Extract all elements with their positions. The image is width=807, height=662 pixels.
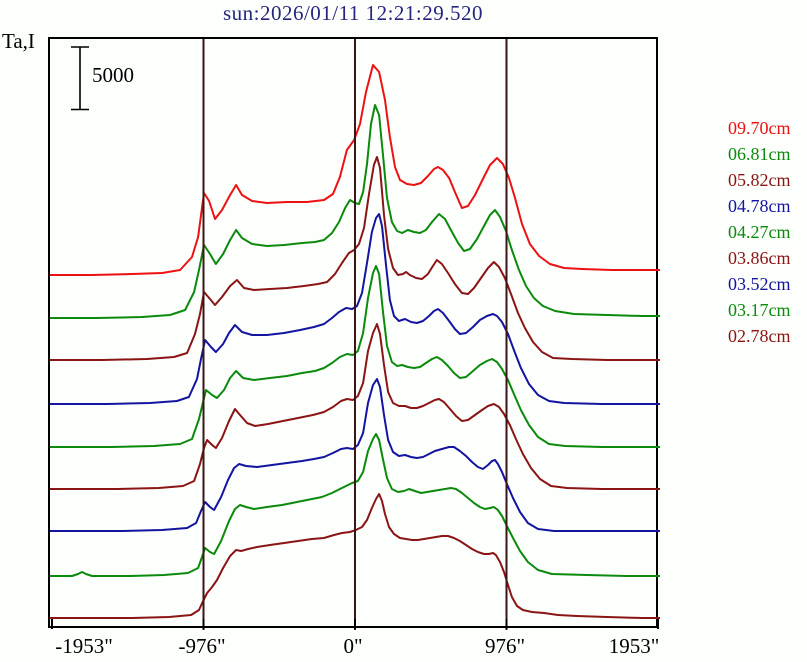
legend-item-04-78cm: 04.78cm: [728, 196, 791, 216]
scan-plot-canvas: [50, 39, 660, 630]
x-tick-label-1: -976": [178, 634, 226, 658]
legend-item-09-70cm: 09.70cm: [728, 118, 791, 138]
x-tick-label-2: 0": [343, 634, 363, 658]
x-tick-label-4: 1953": [608, 634, 660, 658]
legend-item-05-82cm: 05.82cm: [728, 170, 791, 190]
legend-item-02-78cm: 02.78cm: [728, 326, 791, 346]
plot-title: sun:2026/01/11 12:21:29.520: [222, 1, 484, 25]
legend-item-03-52cm: 03.52cm: [728, 274, 791, 294]
x-tick-label-0: -1953": [55, 634, 113, 658]
legend-item-03-17cm: 03.17cm: [728, 300, 791, 320]
legend-item-06-81cm: 06.81cm: [728, 144, 791, 164]
plot-box: [48, 37, 660, 630]
wavelength-legend: 09.70cm 06.81cm 05.82cm 04.78cm 04.27cm …: [728, 115, 791, 349]
legend-item-03-86cm: 03.86cm: [728, 248, 791, 268]
y-axis-label: Ta,I: [2, 29, 35, 53]
scale-bar-label: 5000: [92, 63, 134, 87]
legend-item-04-27cm: 04.27cm: [728, 222, 791, 242]
x-tick-label-3: 976": [484, 634, 526, 658]
